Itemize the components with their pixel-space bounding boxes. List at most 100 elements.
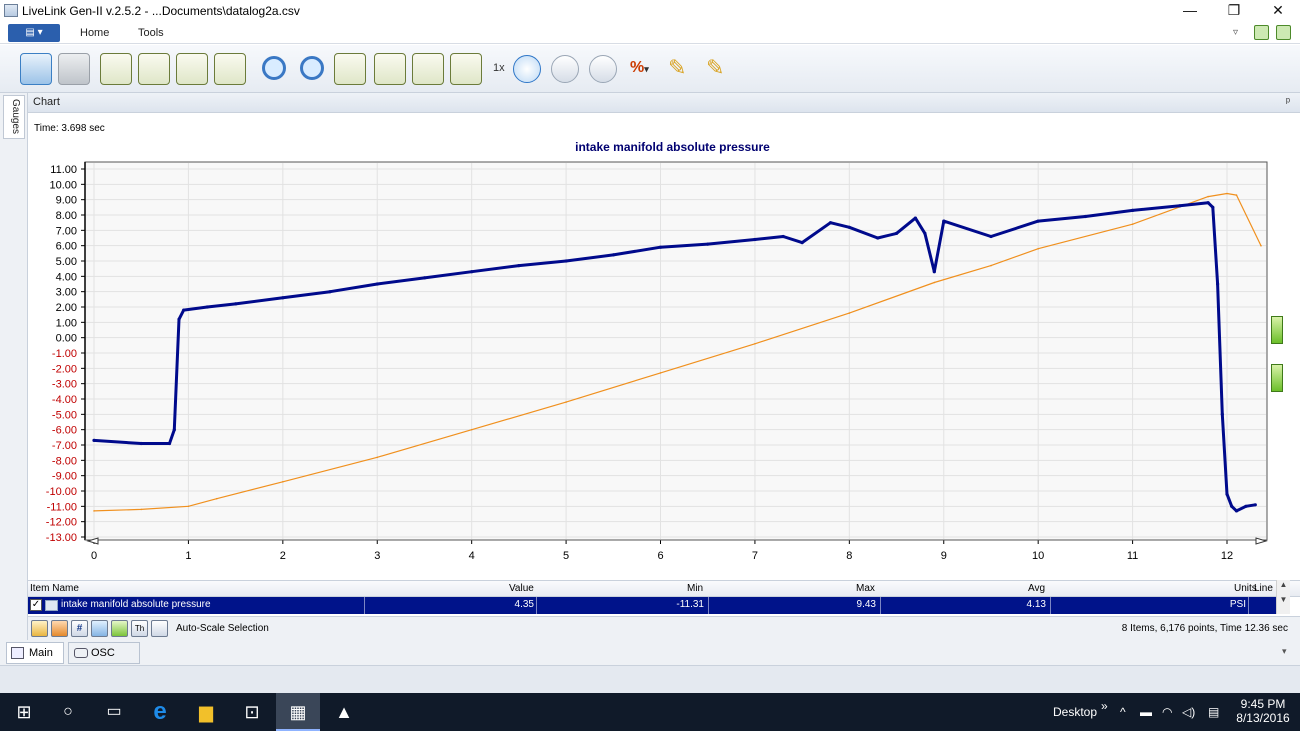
- photos-taskbar-icon[interactable]: ▲: [335, 702, 353, 722]
- gauges-tab[interactable]: Gauges: [3, 95, 25, 139]
- pen-style-icon[interactable]: [51, 620, 68, 637]
- tabs-dropdown-icon[interactable]: ▾: [1282, 646, 1287, 656]
- hash-icon[interactable]: #: [71, 620, 88, 637]
- pen-left-icon[interactable]: ✎: [668, 55, 687, 80]
- y-tick-label: 5.00: [56, 256, 77, 268]
- series-point-secondary: [187, 505, 190, 508]
- col-avg[interactable]: Avg: [1028, 583, 1046, 594]
- autoscale-label[interactable]: Auto-Scale Selection: [176, 623, 269, 634]
- volume-icon[interactable]: ◁): [1182, 705, 1196, 719]
- chart-panel-title: Chart: [33, 96, 60, 108]
- col-min[interactable]: Min: [687, 583, 704, 594]
- windows-start-icon[interactable]: ⊞: [16, 702, 32, 722]
- y-tick-label: 2.00: [56, 302, 77, 314]
- app-menu-button[interactable]: ▤ ▾: [8, 24, 60, 42]
- fit-chart-icon[interactable]: [334, 53, 366, 85]
- left-dock: Gauges: [0, 93, 28, 643]
- table-row[interactable]: ✓ intake manifold absolute pressure 4.35…: [28, 597, 1276, 614]
- y-tick-label: -7.00: [52, 440, 77, 452]
- autoscale-icon[interactable]: [151, 620, 168, 637]
- x-tick-label: 8: [846, 550, 852, 562]
- y-tick-label: -1.00: [52, 348, 77, 360]
- y-compress-icon[interactable]: [1271, 364, 1283, 392]
- desktop-toolbar-label[interactable]: Desktop: [1053, 705, 1098, 719]
- edge-icon[interactable]: e: [153, 698, 167, 725]
- range-icon[interactable]: [91, 620, 108, 637]
- task-view-icon[interactable]: ▭: [106, 703, 122, 720]
- max-right-icon[interactable]: [138, 53, 170, 85]
- save-icon[interactable]: [58, 53, 90, 85]
- restore-button[interactable]: ❐: [1227, 2, 1241, 18]
- minimize-button[interactable]: —: [1183, 2, 1197, 18]
- scroll-up-icon[interactable]: ▲: [1279, 580, 1288, 589]
- series-point-secondary: [1226, 192, 1228, 195]
- y-expand-icon[interactable]: [1271, 316, 1283, 344]
- series-point-primary: [564, 259, 568, 263]
- battery-icon[interactable]: ▬: [1140, 705, 1152, 719]
- max-left-icon[interactable]: [100, 53, 132, 85]
- pen-right-icon[interactable]: ✎: [706, 55, 725, 80]
- main-toolbar: 1x %▾ ✎ ✎: [0, 45, 1300, 93]
- series-point-primary: [658, 245, 663, 249]
- close-button[interactable]: ✕: [1272, 2, 1284, 18]
- tab-main[interactable]: Main: [6, 642, 64, 664]
- pin-icon[interactable]: ᵖ: [1285, 96, 1290, 108]
- chart-export-icon[interactable]: [450, 53, 482, 85]
- help-icon[interactable]: [1254, 25, 1269, 40]
- play-icon[interactable]: [513, 55, 541, 83]
- tray-chevron-icon[interactable]: ^: [1120, 705, 1126, 719]
- chart-right-icon[interactable]: [412, 53, 444, 85]
- bar-icon[interactable]: [111, 620, 128, 637]
- pause-icon[interactable]: [551, 55, 579, 83]
- store-icon[interactable]: ⊡: [244, 702, 260, 722]
- options-icon[interactable]: [1276, 25, 1291, 40]
- wifi-icon[interactable]: ◠: [1162, 705, 1173, 719]
- scroll-down-icon[interactable]: ▼: [1279, 595, 1288, 604]
- x-tick-label: 5: [563, 550, 569, 562]
- col-item-name[interactable]: Item Name: [30, 583, 79, 594]
- series-point-primary: [182, 308, 186, 312]
- col-value[interactable]: Value: [509, 583, 534, 594]
- new-session-icon[interactable]: [20, 53, 52, 85]
- zoom-out-icon[interactable]: [262, 56, 286, 80]
- series-point-secondary: [659, 372, 662, 374]
- desktop-chevron[interactable]: »: [1101, 699, 1108, 713]
- percent-icon[interactable]: %▾: [630, 59, 649, 76]
- clock[interactable]: 9:45 PM 8/13/2016: [1236, 697, 1290, 735]
- tab-tools[interactable]: Tools: [138, 27, 164, 39]
- series-point-primary: [1230, 504, 1234, 508]
- speed-label[interactable]: 1x: [493, 62, 505, 74]
- chart-left-icon[interactable]: [374, 53, 406, 85]
- search-icon[interactable]: ○: [63, 703, 73, 720]
- tab-osc[interactable]: OSC: [68, 642, 140, 664]
- col-units[interactable]: Units: [1234, 583, 1257, 594]
- pen-color-icon[interactable]: [31, 620, 48, 637]
- window-title: LiveLink Gen-II v.2.5.2 - ...Documents\d…: [22, 4, 300, 18]
- cursor-left-icon[interactable]: [176, 53, 208, 85]
- chart-tab-icon: [11, 647, 24, 659]
- tab-home[interactable]: Home: [80, 27, 110, 39]
- threshold-icon[interactable]: Th: [131, 620, 148, 637]
- notifications-icon[interactable]: ▤: [1208, 705, 1220, 719]
- series-point-primary: [234, 302, 238, 306]
- ribbon-collapse-icon[interactable]: ▿: [1233, 27, 1239, 38]
- y-tick-label: 8.00: [56, 210, 77, 222]
- series-point-primary: [800, 241, 804, 245]
- grid-scrollbar[interactable]: ▲ ▼: [1276, 580, 1290, 614]
- stop-icon[interactable]: [589, 55, 617, 83]
- row-checkbox[interactable]: ✓: [30, 599, 42, 611]
- x-tick-label: 1: [185, 550, 191, 562]
- x-tick-label: 3: [374, 550, 380, 562]
- y-tick-label: -2.00: [52, 363, 77, 375]
- series-point-secondary: [282, 481, 284, 483]
- col-line[interactable]: Line: [1254, 583, 1273, 594]
- x-scroll-left-arrow: [86, 537, 99, 545]
- col-max[interactable]: Max: [856, 583, 875, 594]
- zoom-in-icon[interactable]: [300, 56, 324, 80]
- cursor-right-icon[interactable]: [214, 53, 246, 85]
- series-point-secondary: [215, 497, 218, 500]
- file-explorer-icon[interactable]: ▆: [199, 702, 213, 722]
- y-tick-label: -8.00: [52, 455, 77, 467]
- livelink-taskbar-icon[interactable]: ▦: [276, 693, 320, 731]
